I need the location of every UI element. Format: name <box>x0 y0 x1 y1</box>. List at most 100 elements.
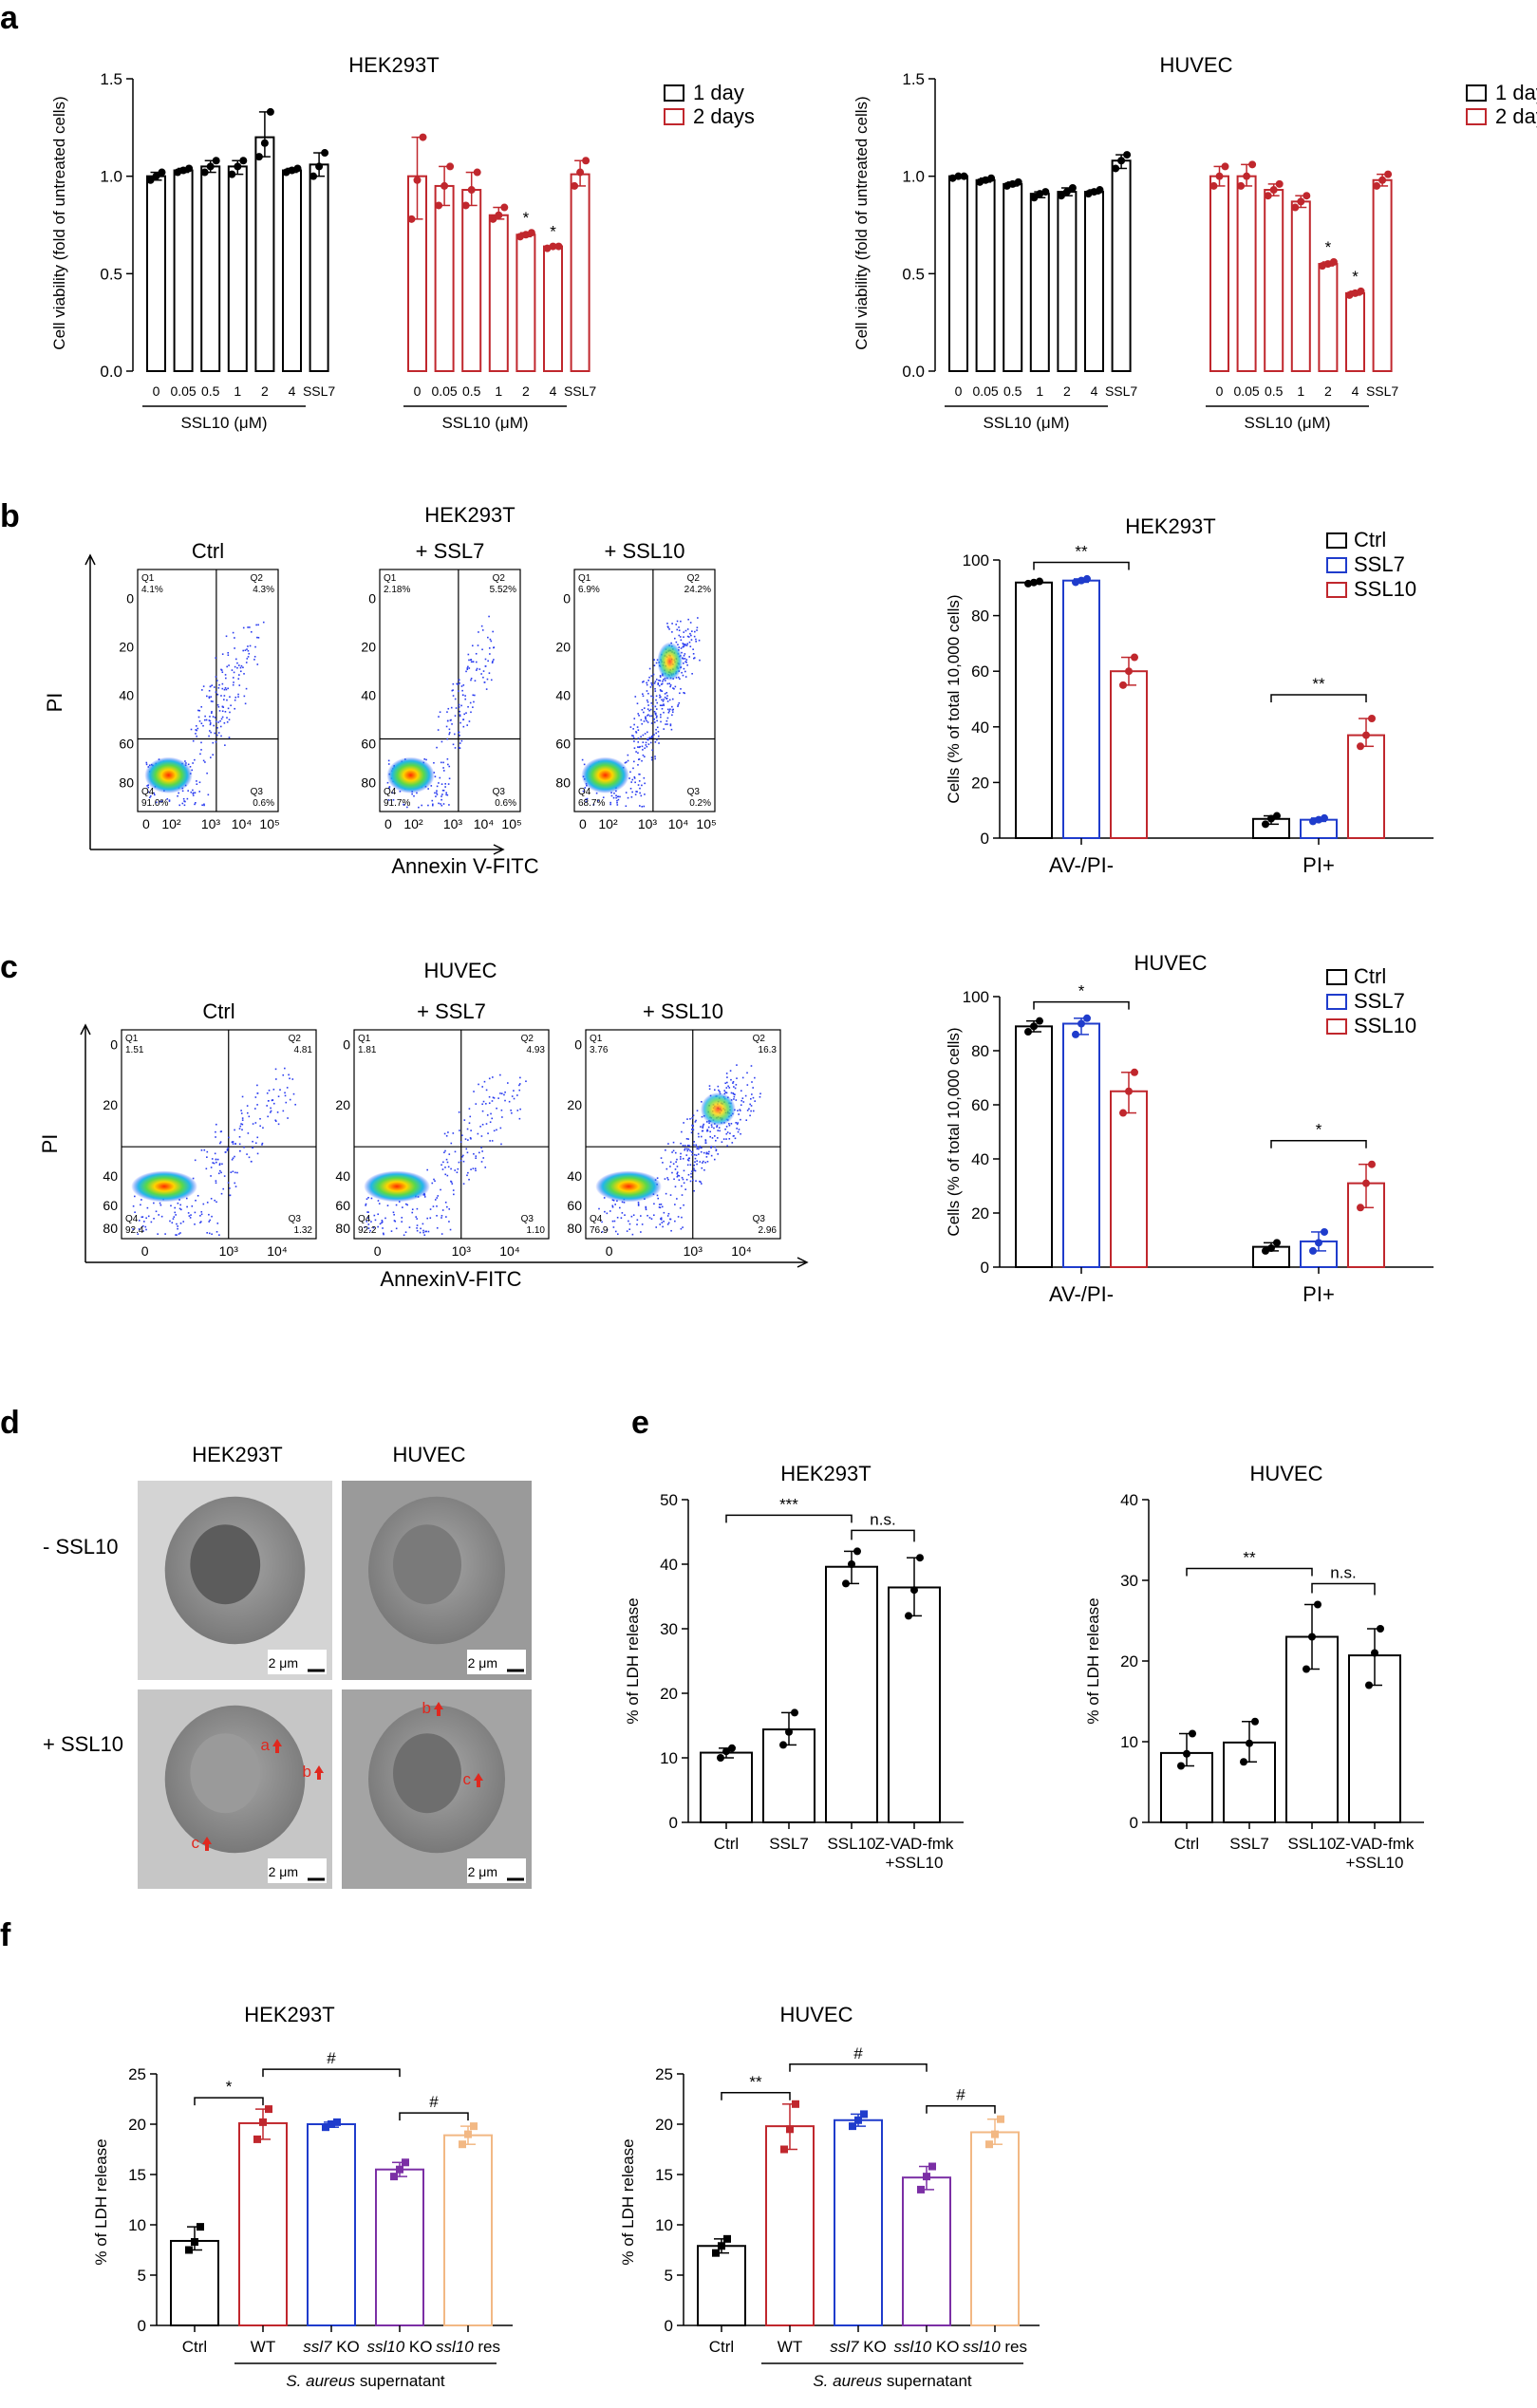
quadrant-label: Q4 <box>578 787 591 797</box>
y-tick-label: 100 <box>963 551 989 569</box>
data-point <box>905 1612 912 1620</box>
flow-dot <box>238 674 240 676</box>
flow-dot <box>381 1221 384 1223</box>
flow-dot <box>665 1192 667 1195</box>
flow-dot <box>650 758 653 761</box>
flow-dot <box>216 680 218 681</box>
flow-dot <box>132 1228 134 1230</box>
data-point <box>527 229 535 237</box>
flow-dot <box>247 626 249 628</box>
flow-dot <box>141 1216 143 1219</box>
flow-dot <box>153 793 156 796</box>
flow-dot <box>462 1160 465 1163</box>
flow-dot <box>238 1135 241 1138</box>
flow-dot <box>647 738 649 741</box>
data-point <box>723 2234 731 2243</box>
flow-dot <box>171 1222 174 1224</box>
flow-dot <box>695 640 697 643</box>
y-tick-label: 0 <box>981 830 989 848</box>
flow-dot <box>202 685 205 687</box>
significance-bracket <box>926 2104 996 2114</box>
flow-dot <box>726 1076 728 1078</box>
flow-dot <box>206 1202 209 1204</box>
flow-dot <box>209 719 212 722</box>
flow-dot <box>287 1117 289 1119</box>
x-tick-label: SSL7 <box>1366 383 1398 399</box>
quadrant-label: 1.10 <box>527 1225 546 1236</box>
x-tick-label: 10⁴ <box>731 1243 752 1259</box>
flow-dot <box>459 721 461 724</box>
flow-dot <box>384 1217 386 1220</box>
flow-dot <box>462 725 465 728</box>
flow-dot <box>445 1158 448 1161</box>
flow-dot <box>190 791 193 793</box>
data-point <box>982 176 990 184</box>
flow-dot <box>435 795 437 797</box>
flow-dot <box>676 628 679 631</box>
flow-dot <box>660 1218 662 1220</box>
flow-dot <box>182 1221 185 1223</box>
data-point <box>1315 1239 1322 1247</box>
flow-dot <box>632 1214 635 1217</box>
data-point <box>1297 197 1305 206</box>
bar <box>543 245 563 372</box>
flow-dot <box>660 716 662 719</box>
y-tick-label: 5 <box>665 2267 673 2285</box>
flow-dot <box>664 696 666 699</box>
flow-dot <box>649 741 652 744</box>
flow-dot <box>201 804 203 807</box>
y-tick-label: 0.0 <box>902 363 925 381</box>
data-point <box>212 157 220 165</box>
flow-dot <box>206 1150 209 1153</box>
flow-dot <box>686 663 688 666</box>
flow-dot <box>369 1229 371 1232</box>
x-tick-label: 10⁴ <box>499 1243 520 1259</box>
flow-dot <box>693 657 696 659</box>
flow-dot <box>147 791 150 793</box>
data-point <box>910 1586 918 1595</box>
flow-dot <box>737 1110 739 1111</box>
data-point <box>928 2162 936 2171</box>
flow-dot <box>637 1204 640 1206</box>
flow-dot <box>403 803 404 806</box>
flow-dot <box>616 801 618 804</box>
flow-dot <box>480 1147 482 1148</box>
flow-dot <box>254 1122 257 1124</box>
flow-dot <box>637 1203 640 1205</box>
flow-dot <box>459 710 461 713</box>
significance-bracket <box>1270 694 1367 703</box>
data-point <box>464 2130 472 2138</box>
flow-dot <box>255 624 257 626</box>
flow-dot <box>270 1110 272 1112</box>
bar <box>282 169 302 372</box>
flow-dot <box>197 727 199 730</box>
y-tick-label: 0 <box>563 591 571 607</box>
flow-dot <box>518 1089 521 1092</box>
bar <box>697 2245 746 2327</box>
flow-dot <box>686 1159 689 1161</box>
flow-dot <box>226 717 228 719</box>
flow-dot <box>490 679 493 681</box>
x-tick-label: SSL10 <box>1287 1835 1336 1853</box>
flow-dot <box>670 728 673 731</box>
x-tick-label: Ctrl <box>709 2338 734 2356</box>
flow-dot <box>289 1098 291 1101</box>
flow-dot <box>694 1121 697 1123</box>
flow-dot <box>658 742 660 744</box>
data-point <box>1131 653 1138 662</box>
flow-density-blob <box>657 642 683 681</box>
flow-dot <box>696 1160 698 1162</box>
flow-dot <box>496 1107 497 1110</box>
significance-label: ** <box>749 2073 762 2091</box>
flow-dot <box>149 794 152 797</box>
flow-dot <box>282 1073 285 1076</box>
flow-dot <box>221 653 224 655</box>
flow-dot <box>254 1096 257 1098</box>
x-tick-label: 0 <box>142 816 150 831</box>
data-point <box>1024 579 1032 588</box>
flow-dot <box>470 1168 472 1170</box>
flow-dot <box>489 653 491 655</box>
flow-dot <box>684 692 685 695</box>
flow-dot <box>446 1161 449 1164</box>
quadrant-label: Q2 <box>251 573 264 584</box>
